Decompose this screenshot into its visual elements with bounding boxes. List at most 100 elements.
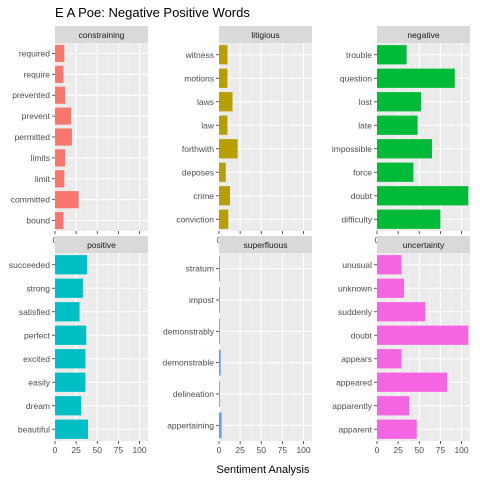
x-tick-label: 0 <box>217 445 222 455</box>
bar-impost <box>219 287 220 313</box>
bar-question <box>377 68 455 88</box>
facet-strip-label: positive <box>87 240 116 250</box>
y-tick-label: unknown <box>338 283 372 293</box>
y-tick-label: conviction <box>176 214 214 224</box>
y-tick-label: law <box>201 120 215 130</box>
facet-strip-label: superfluous <box>244 240 288 250</box>
facet-strip-label: negative <box>407 30 439 40</box>
facet-strip <box>219 26 312 43</box>
y-tick-label: stratum <box>186 264 214 274</box>
x-tick-label: 25 <box>235 445 245 455</box>
facet-superfluous: superfluous stratum impost demonstrably demo… <box>162 236 312 455</box>
y-tick-label: limits <box>31 153 50 163</box>
x-tick-label: 100 <box>132 445 146 455</box>
bar-laws <box>219 92 233 112</box>
bar-beautiful <box>55 419 88 439</box>
bar-perfect <box>55 325 87 345</box>
bar-unusual <box>377 255 402 275</box>
bar-witness <box>219 45 228 65</box>
bar-appertaining <box>219 412 222 439</box>
y-tick-label: lost <box>359 97 373 107</box>
bar-satisfied <box>55 302 80 322</box>
x-tick-label: 25 <box>71 445 81 455</box>
y-tick-label: apparently <box>332 401 372 411</box>
bar-appears <box>377 349 402 369</box>
y-tick-label: beautiful <box>18 424 50 434</box>
bar-force <box>377 162 414 182</box>
y-tick-label: suddenly <box>338 307 373 317</box>
bar-delineation <box>219 381 220 407</box>
bar-committed <box>55 191 79 209</box>
bar-stratum <box>219 255 220 282</box>
bar-doubt <box>377 186 469 206</box>
facet-constraining: constraining required require prevented prev… <box>11 26 148 245</box>
x-tick-label: 50 <box>93 445 103 455</box>
bar-strong <box>55 278 83 298</box>
y-tick-label: doubt <box>351 191 373 201</box>
x-tick-label: 100 <box>454 445 468 455</box>
y-tick-label: prevent <box>22 111 51 121</box>
bar-difficulty <box>377 209 441 229</box>
y-tick-label: motions <box>184 73 214 83</box>
bar-appeared <box>377 372 448 392</box>
facet-uncertainty: uncertainty unusual unknown suddenly doubt ap… <box>332 236 470 455</box>
y-tick-label: require <box>24 69 51 79</box>
y-tick-label: demonstrable <box>162 358 214 368</box>
bar-apparent <box>377 419 417 439</box>
y-tick-label: perfect <box>24 330 51 340</box>
y-tick-label: demonstrably <box>163 326 215 336</box>
y-tick-label: excited <box>23 354 50 364</box>
bar-require <box>55 65 64 83</box>
x-tick-label: 50 <box>415 445 425 455</box>
facet-strip <box>55 26 148 43</box>
bar-conviction <box>219 209 229 229</box>
x-tick-label: 75 <box>278 445 288 455</box>
y-tick-label: appeared <box>336 377 372 387</box>
bar-prevent <box>55 107 72 125</box>
facet-negative: negative trouble question lost late impossibl… <box>332 26 470 245</box>
x-tick-label: 75 <box>436 445 446 455</box>
bar-prevented <box>55 86 66 104</box>
y-tick-label: bound <box>26 216 50 226</box>
bar-motions <box>219 68 228 88</box>
facet-panels: constraining required require prevented prev… <box>9 26 470 455</box>
y-tick-label: appertaining <box>167 420 214 430</box>
x-tick-label: 75 <box>114 445 124 455</box>
bar-limit <box>55 170 65 188</box>
facet-strip-label: litigious <box>251 30 279 40</box>
y-tick-label: question <box>340 73 372 83</box>
x-tick-label: 25 <box>393 445 403 455</box>
bar-dream <box>55 396 82 416</box>
y-tick-label: impossible <box>332 144 372 154</box>
y-tick-label: dream <box>26 401 50 411</box>
y-tick-label: unusual <box>342 260 372 270</box>
y-tick-label: doubt <box>351 330 373 340</box>
panel-background <box>219 43 312 231</box>
y-tick-label: forthwith <box>182 144 214 154</box>
y-tick-label: late <box>358 120 372 130</box>
facet-strip <box>219 236 312 253</box>
bar-trouble <box>377 45 407 65</box>
facet-strip-label: constraining <box>79 30 125 40</box>
facet-strip-label: uncertainty <box>403 240 445 250</box>
x-tick-label: 100 <box>296 445 310 455</box>
y-tick-label: limit <box>35 174 51 184</box>
y-tick-label: prevented <box>12 90 50 100</box>
bar-permitted <box>55 128 72 146</box>
y-tick-label: permitted <box>15 132 51 142</box>
bar-apparently <box>377 396 410 416</box>
bar-doubt <box>377 325 469 345</box>
y-tick-label: delineation <box>173 389 214 399</box>
bar-unknown <box>377 278 405 298</box>
y-tick-label: apparent <box>338 424 372 434</box>
y-tick-label: succeeded <box>9 260 50 270</box>
bar-bound <box>55 211 64 230</box>
y-tick-label: laws <box>197 97 214 107</box>
y-tick-label: committed <box>11 195 50 205</box>
y-tick-label: witness <box>185 50 214 60</box>
bar-demonstrable <box>219 349 221 376</box>
y-tick-label: force <box>353 167 372 177</box>
bar-suddenly <box>377 302 426 322</box>
bar-late <box>377 115 418 135</box>
facet-strip <box>377 26 470 43</box>
